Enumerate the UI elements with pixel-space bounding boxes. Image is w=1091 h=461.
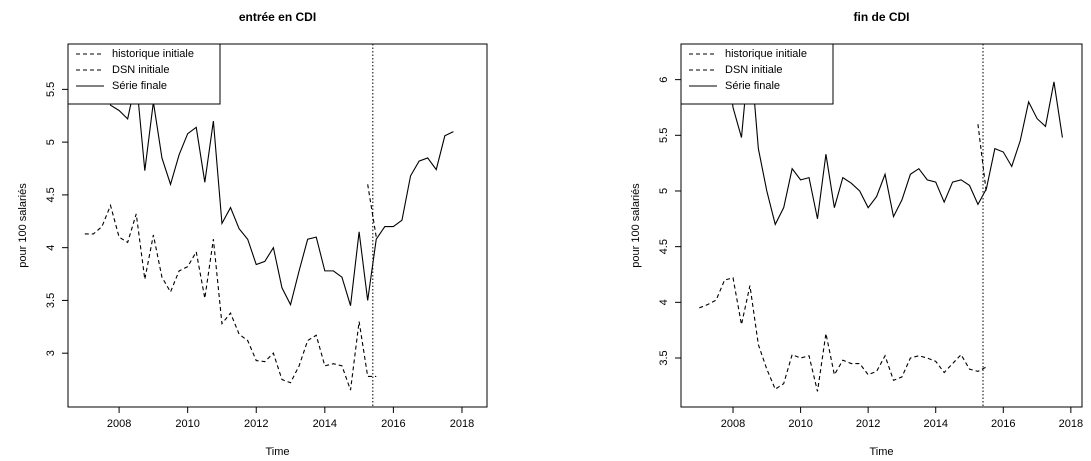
series-line (101, 44, 454, 307)
legend-label: Série finale (112, 80, 167, 92)
y-tick-label: 4.5 (658, 239, 670, 254)
x-tick-label: 2018 (1059, 418, 1083, 430)
x-tick-label: 2008 (721, 418, 745, 430)
series-line (699, 277, 987, 392)
y-tick-label: 3.5 (45, 293, 57, 308)
y-axis-label: pour 100 salariés (630, 183, 642, 268)
y-tick-label: 5 (658, 188, 670, 194)
chart-title: entrée en CDI (239, 10, 316, 24)
y-tick-label: 4.5 (45, 187, 57, 202)
x-tick-label: 2018 (450, 418, 474, 430)
y-tick-label: 3.5 (658, 350, 670, 365)
x-tick-label: 2008 (107, 418, 131, 430)
x-tick-label: 2010 (175, 418, 199, 430)
x-tick-label: 2014 (923, 418, 947, 430)
x-tick-label: 2012 (856, 418, 880, 430)
series-line (977, 124, 987, 194)
y-tick-label: 4 (658, 299, 670, 305)
plot-frame (680, 43, 1083, 408)
x-tick-label: 2014 (313, 418, 337, 430)
legend-label: historique initiale (112, 48, 194, 60)
x-tick-label: 2016 (991, 418, 1015, 430)
x-tick-label: 2016 (381, 418, 405, 430)
y-tick-label: 6 (658, 77, 670, 83)
y-tick-label: 5 (45, 139, 57, 145)
legend-label: historique initiale (725, 48, 807, 60)
plot-frame (67, 43, 488, 408)
x-axis-label: Time (265, 446, 289, 458)
legend-label: DSN initiale (725, 64, 782, 76)
chart-title: fin de CDI (854, 10, 910, 24)
series-line (84, 203, 377, 391)
x-tick-label: 2012 (244, 418, 268, 430)
y-axis-label: pour 100 salariés (17, 183, 29, 268)
series-line (720, 44, 1063, 226)
y-tick-label: 5.5 (658, 128, 670, 143)
y-tick-label: 3 (45, 350, 57, 356)
x-tick-label: 2010 (788, 418, 812, 430)
y-tick-label: 5.5 (45, 82, 57, 97)
legend-label: Série finale (725, 80, 780, 92)
series-line (367, 184, 377, 238)
legend-label: DSN initiale (112, 64, 169, 76)
x-axis-label: Time (869, 446, 893, 458)
y-tick-label: 4 (45, 245, 57, 251)
